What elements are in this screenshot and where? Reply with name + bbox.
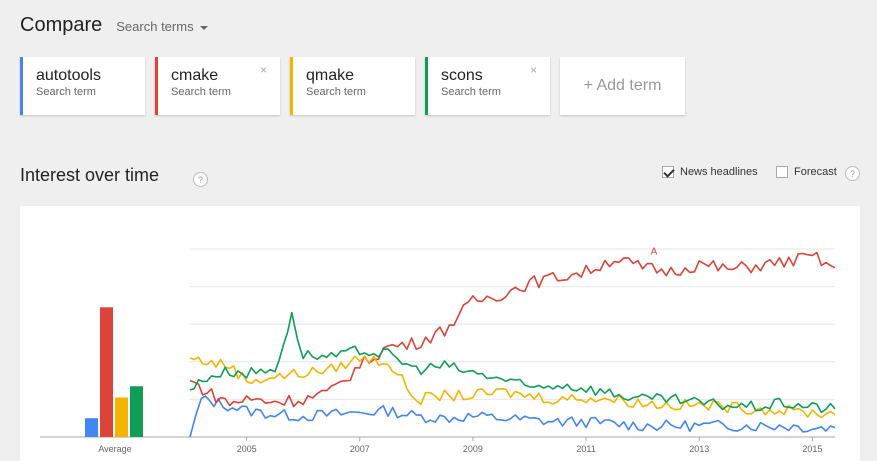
search-terms-dropdown[interactable]: Search terms [116,19,208,34]
term-color-stripe [155,57,158,115]
term-color-stripe [290,57,293,115]
term-card-scons[interactable]: scons Search term × [425,57,550,115]
term-sub: Search term [441,86,501,98]
series-line-autotools [189,395,836,438]
help-icon[interactable]: ? [845,166,860,181]
close-icon[interactable]: × [259,63,267,77]
x-tick-label: 2011 [576,444,595,454]
interest-chart: Average A 2005 2007 2009 2011 2013 2015 [20,206,860,461]
term-sub: Search term [36,86,96,98]
term-name: autotools [36,67,101,84]
term-color-stripe [20,57,23,115]
news-headlines-toggle[interactable]: News headlines [662,166,758,178]
term-card-cmake[interactable]: cmake Search term × [155,57,280,115]
forecast-label: Forecast [794,166,837,178]
term-card-autotools[interactable]: autotools Search term [20,57,145,115]
x-tick-label: 2009 [463,444,483,454]
news-label: News headlines [680,166,758,178]
news-checkbox[interactable] [662,166,674,178]
page-title: Compare [20,14,103,36]
term-name: cmake [171,67,219,84]
x-tick-label: 2013 [689,444,709,454]
x-tick-label: 2015 [802,444,822,454]
series-line-qmake [189,355,836,419]
add-term-button[interactable]: + Add term [560,57,685,115]
average-label: Average [98,444,131,454]
x-tick-label: 2005 [237,444,257,454]
average-bar-autotools [85,418,98,437]
search-terms-label: Search terms [116,19,194,34]
term-name: scons [441,67,483,84]
header: Compare Search terms [20,14,208,44]
term-sub: Search term [171,86,231,98]
annotation-marker: A [651,247,658,258]
forecast-toggle[interactable]: Forecast [776,166,837,178]
term-sub: Search term [306,86,366,98]
section-title: Interest over time [20,165,160,185]
series-line-cmake [189,251,836,408]
term-name: qmake [306,67,355,84]
average-bar-qmake [115,397,128,437]
term-cards: autotools Search term cmake Search term … [20,57,685,115]
term-card-qmake[interactable]: qmake Search term [290,57,415,115]
forecast-checkbox[interactable] [776,166,788,178]
x-tick-label: 2007 [350,444,370,454]
average-bar-cmake [100,307,113,437]
series-line-scons [189,311,836,414]
help-icon[interactable]: ? [193,172,208,187]
average-bar-scons [130,386,143,437]
close-icon[interactable]: × [529,63,537,77]
caret-down-icon [199,25,208,30]
chart-svg: Average A 2005 2007 2009 2011 2013 2015 [40,247,836,454]
term-color-stripe [425,57,428,115]
